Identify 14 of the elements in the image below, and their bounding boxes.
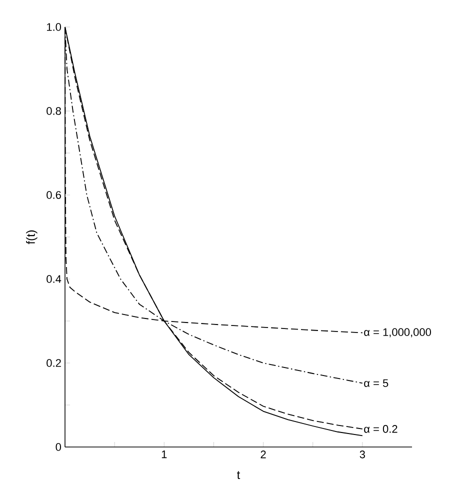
- series-label: α = 5: [364, 379, 388, 387]
- y-tick-label: 1.0: [47, 23, 62, 31]
- series-label: α = 0.2: [364, 425, 398, 433]
- y-axis-title: f(t): [26, 230, 38, 244]
- y-tick-label: 0.2: [46, 359, 61, 367]
- y-tick-label: 0.6: [46, 191, 61, 199]
- x-tick-label: 3: [360, 450, 365, 458]
- x-tick-label: 1: [162, 450, 167, 458]
- x-tick-label: 2: [260, 450, 266, 458]
- series-label: α = 1,000,000: [364, 328, 432, 338]
- y-tick-label: 0.8: [46, 107, 61, 115]
- x-axis-title: t: [237, 471, 240, 480]
- y-tick-label: 0.4: [46, 275, 62, 283]
- y-tick-label: 0: [56, 443, 62, 451]
